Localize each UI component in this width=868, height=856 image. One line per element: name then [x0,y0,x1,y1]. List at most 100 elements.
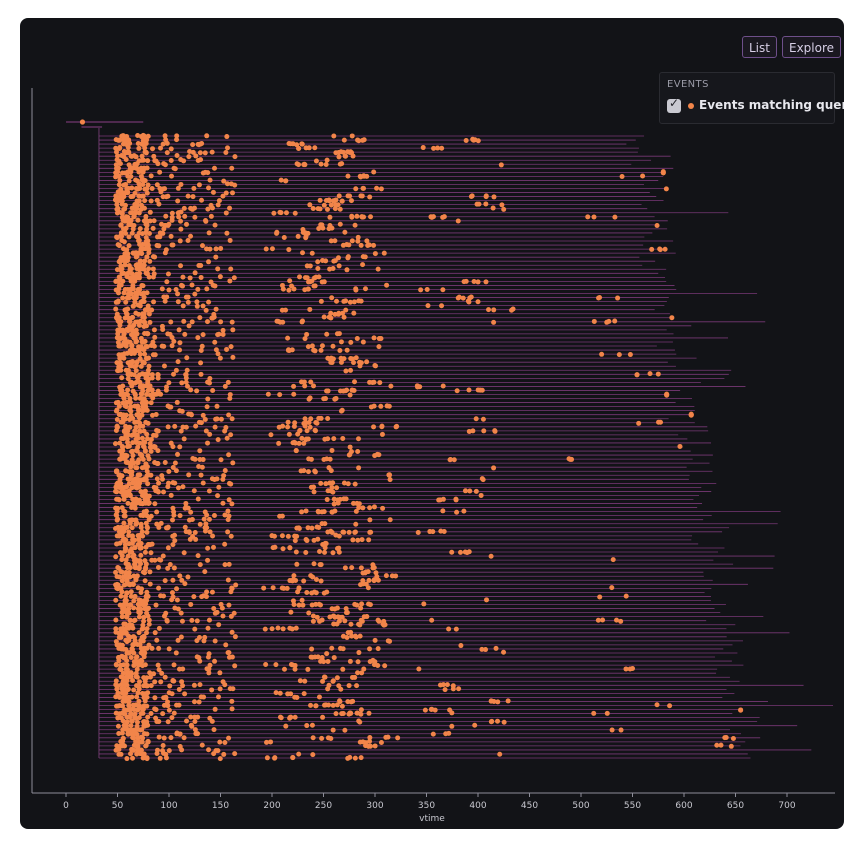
event-point [439,303,445,309]
event-point [371,379,377,385]
event-point [117,440,123,446]
event-point [202,150,208,156]
event-point [268,432,274,438]
event-point [229,654,235,660]
event-point [135,302,141,308]
event-point [492,428,498,434]
event-point [176,702,182,708]
event-point [162,674,168,680]
event-point [473,488,479,494]
event-point [127,617,133,623]
event-point [376,452,382,458]
event-point [126,529,132,535]
event-point [198,360,204,366]
event-point [134,674,140,680]
event-point [127,395,133,401]
event-point [164,618,170,624]
event-point [351,500,357,506]
event-point [498,162,504,168]
x-tick-label: 600 [675,801,692,811]
event-point [302,678,308,684]
event-point [196,182,202,188]
event-point [125,145,131,151]
event-point [127,548,133,554]
event-point [170,465,176,471]
event-point [139,435,145,441]
event-point [153,411,159,417]
event-point [300,250,306,256]
event-point [142,371,148,377]
event-point [364,173,370,179]
event-point [206,185,212,191]
event-point [135,403,141,409]
event-point [136,715,142,721]
event-point [596,295,602,301]
event-point [210,189,216,195]
event-point [309,722,315,728]
event-point [327,480,333,486]
event-point [168,735,174,741]
event-point [138,589,144,595]
event-point [119,553,125,559]
event-point [341,480,347,486]
event-point [291,601,297,607]
event-point [152,630,158,636]
list-view-button[interactable]: List [742,36,777,58]
event-point [316,694,322,700]
event-point [353,634,359,640]
event-point [320,714,326,720]
event-point [118,682,124,688]
event-point [192,699,198,705]
event-point [154,509,160,515]
event-point [354,602,360,608]
event-point [334,605,340,611]
event-point [143,683,149,689]
event-point [207,246,213,252]
event-point [130,440,136,446]
event-point [127,416,133,422]
event-point [356,501,362,507]
event-point [349,633,355,639]
event-point [334,621,340,627]
event-point [366,710,372,716]
event-point [193,153,199,159]
event-point [198,274,204,280]
event-point [120,436,126,442]
event-point [304,275,310,281]
event-point [230,460,236,466]
event-point [319,279,325,285]
event-point [183,221,189,227]
event-point [115,327,121,333]
event-point [138,545,144,551]
event-point [297,678,303,684]
event-point [371,169,377,175]
legend-checkbox-events[interactable]: ✓ [667,96,681,113]
event-point [174,399,180,405]
event-point [205,170,211,176]
event-point [153,391,159,397]
event-point [142,719,148,725]
event-point [325,658,331,664]
event-point [215,202,221,208]
event-point [323,541,329,547]
event-point [618,727,624,733]
explore-button[interactable]: Explore [782,36,842,58]
event-point [475,279,481,285]
event-point [145,367,151,373]
event-point [313,601,319,607]
event-point [480,477,486,483]
event-point [227,237,233,243]
event-point [131,605,137,611]
event-point [677,443,683,449]
event-point [209,205,215,211]
event-point [449,723,455,729]
event-point [113,278,119,284]
event-point [283,723,289,729]
event-point [300,318,306,324]
event-point [336,193,342,199]
event-point [186,472,192,478]
event-point [152,557,158,563]
event-point [128,464,134,470]
event-point [212,165,218,171]
event-point [148,173,154,179]
